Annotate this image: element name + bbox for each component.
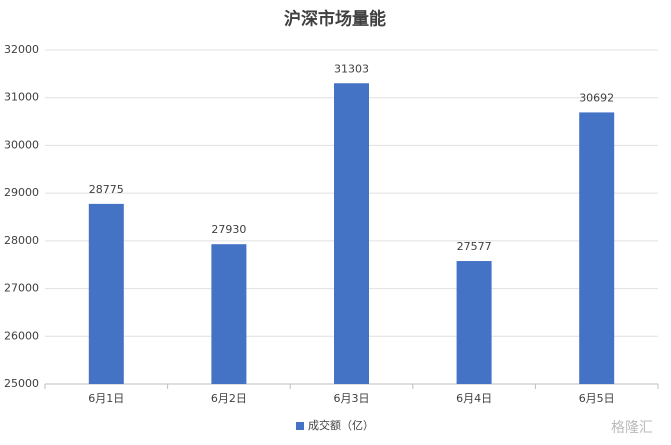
x-tick-label: 6月4日 — [456, 392, 492, 405]
x-tick-label: 6月3日 — [334, 392, 370, 405]
legend-swatch — [296, 422, 304, 430]
data-label: 27577 — [457, 240, 492, 253]
y-tick-label: 31000 — [4, 91, 39, 104]
bar — [579, 112, 615, 385]
y-tick-label: 28000 — [4, 234, 39, 247]
bar — [456, 261, 492, 384]
y-tick-label: 25000 — [4, 377, 39, 390]
y-tick-label: 27000 — [4, 282, 39, 295]
y-tick-label: 26000 — [4, 329, 39, 342]
x-tick-label: 6月2日 — [211, 392, 247, 405]
legend-label: 成交额（亿） — [308, 418, 374, 432]
bar — [88, 203, 124, 384]
chart-title: 沪深市场量能 — [284, 9, 386, 30]
x-tick-label: 6月5日 — [579, 392, 615, 405]
bar — [211, 244, 247, 384]
data-label: 31303 — [334, 62, 369, 75]
y-tick-label: 32000 — [4, 43, 39, 56]
data-label: 28775 — [89, 183, 124, 196]
watermark: 格隆汇 — [611, 420, 653, 436]
y-tick-label: 29000 — [4, 186, 39, 199]
bar — [334, 83, 369, 384]
x-tick-label: 6月1日 — [88, 392, 124, 405]
data-label: 27930 — [211, 223, 246, 236]
y-tick-label: 30000 — [4, 138, 39, 151]
data-label: 30692 — [579, 91, 614, 104]
